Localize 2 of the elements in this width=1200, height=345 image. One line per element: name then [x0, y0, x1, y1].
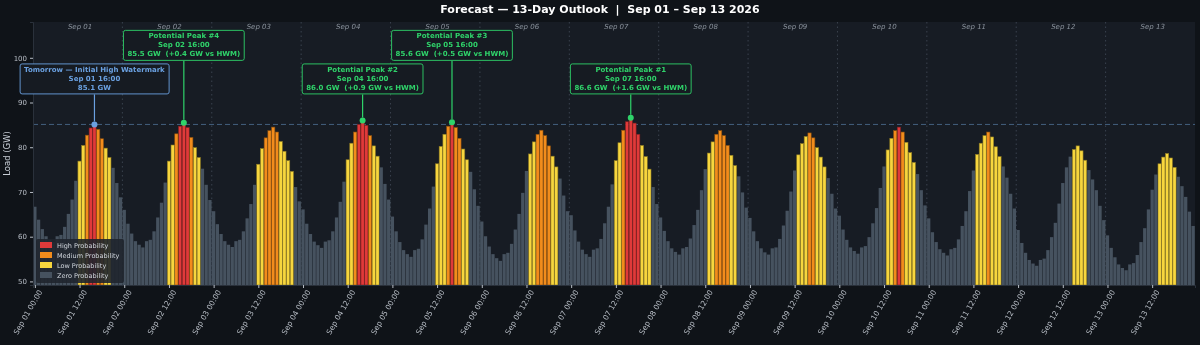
y-axis-title: Load (GW): [2, 131, 12, 176]
chart-title: Forecast — 13-Day Outlook | Sep 01 – Sep 13 2026: [440, 3, 761, 16]
